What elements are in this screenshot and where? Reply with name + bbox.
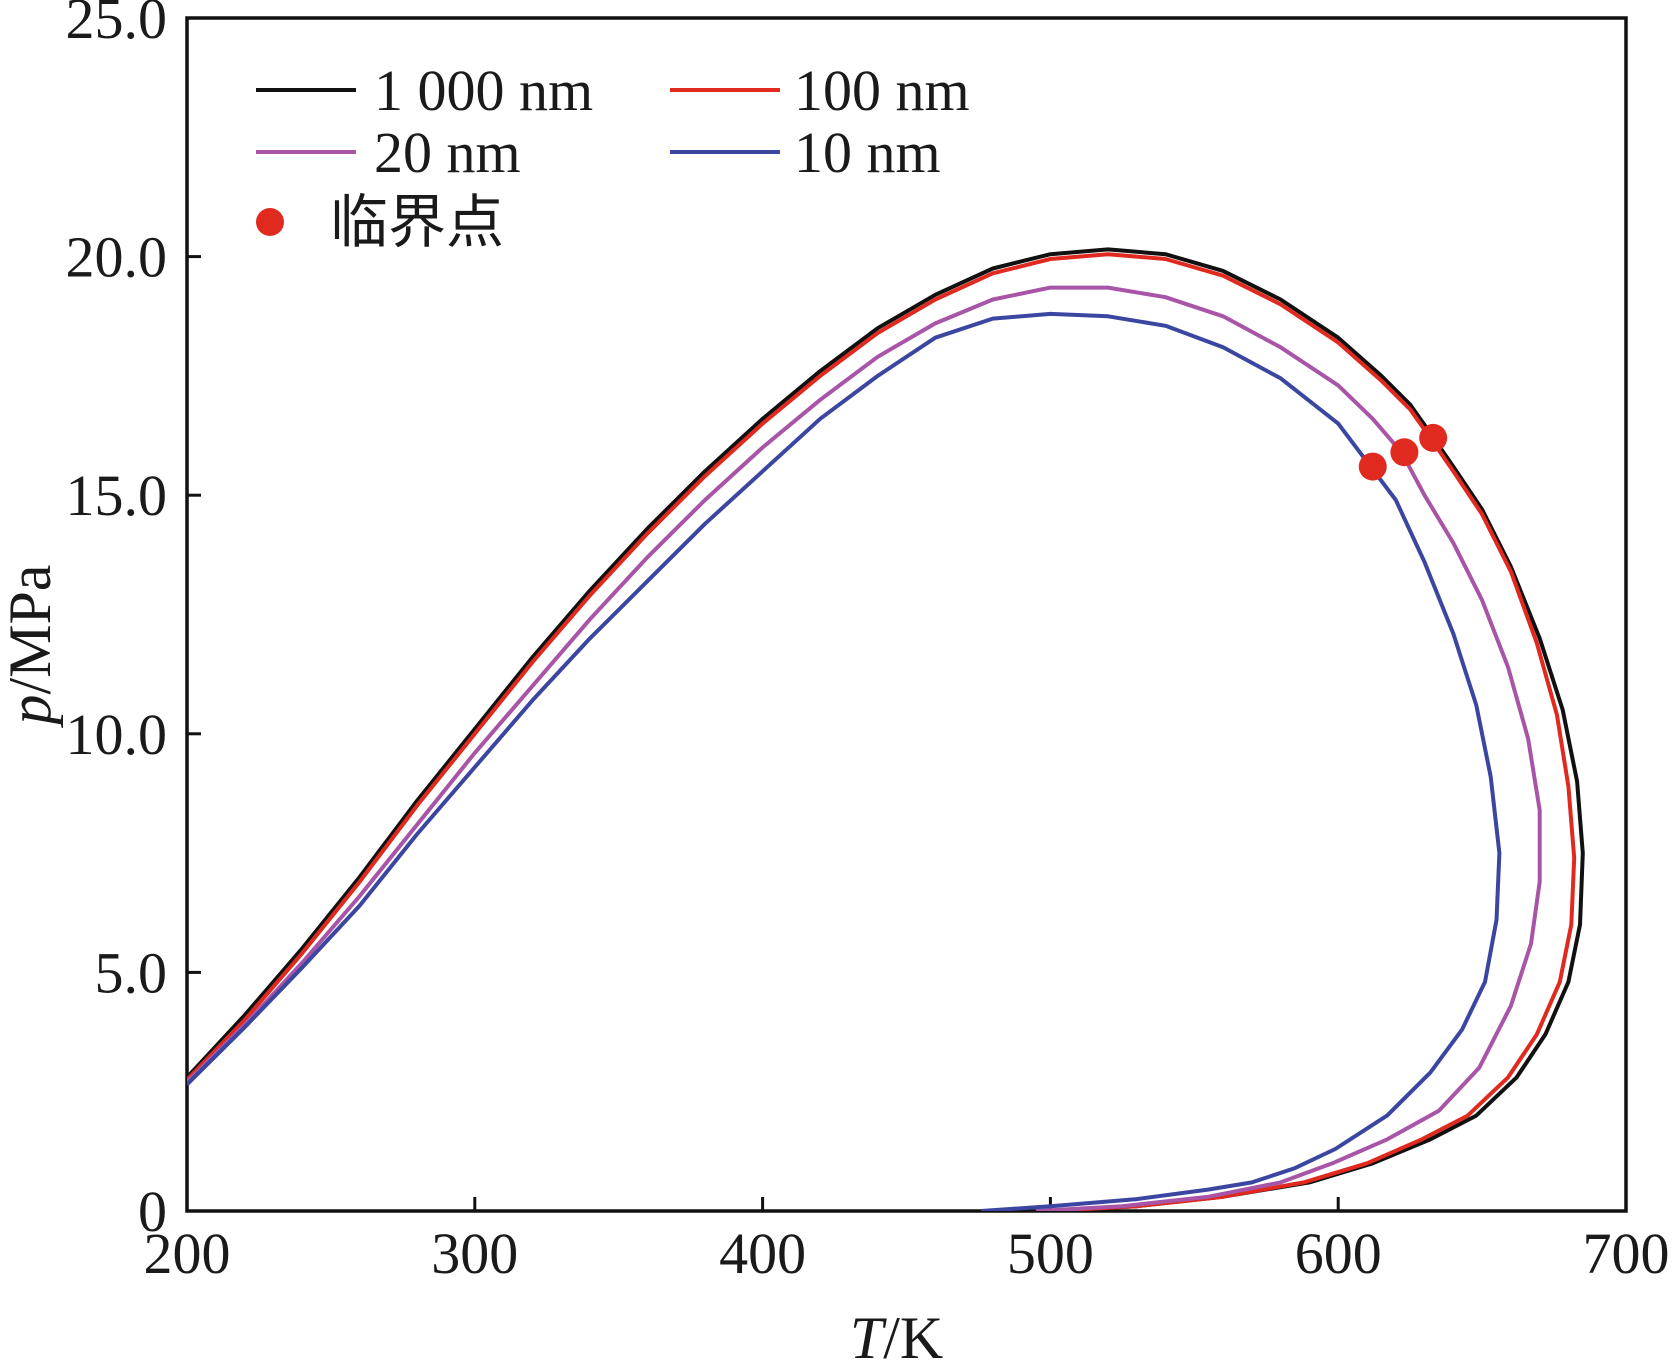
y-tick-label: 20.0: [66, 225, 168, 290]
series-line-3: [187, 311, 1502, 1211]
legend-label-critical-point: 临界点: [330, 190, 504, 255]
y-tick-label: 0: [138, 1179, 167, 1244]
x-tick-label: 200: [144, 1221, 231, 1286]
x-axis-unit: /K: [883, 1305, 943, 1364]
x-tick-label: 400: [719, 1221, 806, 1286]
y-tick-label: 5.0: [95, 940, 168, 1005]
legend: 1 000 nm 100 nm 20 nm 10 nm 临界点: [256, 58, 970, 255]
series-layer: [187, 247, 1585, 1211]
y-axis-title: p/MPa: [0, 564, 63, 728]
y-tick-label: 10.0: [66, 702, 168, 767]
y-tick-label: 25.0: [66, 0, 168, 51]
x-axis-title: T/K: [850, 1305, 943, 1364]
critical-points-layer: [1358, 423, 1448, 481]
critical-point: [1390, 438, 1419, 467]
x-tick-label: 500: [1007, 1221, 1094, 1286]
legend-label-2: 20 nm: [374, 120, 521, 185]
x-tick-label: 300: [431, 1221, 518, 1286]
critical-point: [1358, 452, 1387, 481]
plot-frame: [185, 16, 1628, 1213]
legend-marker-critical-point: [256, 208, 284, 236]
legend-label-3: 10 nm: [794, 120, 941, 185]
legend-label-1: 100 nm: [794, 58, 970, 123]
legend-label-0: 1 000 nm: [374, 58, 593, 123]
series-line-0: [187, 247, 1585, 1211]
x-tick-label: 700: [1583, 1221, 1670, 1286]
x-tick-label: 600: [1295, 1221, 1382, 1286]
critical-point: [1419, 423, 1448, 452]
x-axis-variable: T: [850, 1305, 887, 1364]
y-axis-variable: p: [0, 695, 63, 729]
y-axis-unit: /MPa: [0, 564, 63, 694]
axis-ticks: 200 300 400 500 600 700 0 5.0 10.0 15.0 20.0 25.0: [66, 0, 1670, 1286]
series-line-1: [187, 252, 1577, 1211]
series-line-2: [187, 285, 1542, 1211]
y-tick-label: 15.0: [66, 463, 168, 528]
